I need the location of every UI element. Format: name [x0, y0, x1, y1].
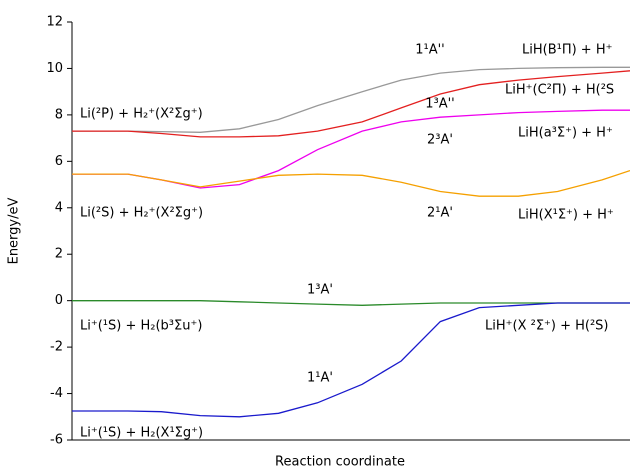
- state-label: 1³A'': [425, 97, 455, 112]
- asymptote-label: LiH⁺(C²Π) + H(²S: [505, 83, 614, 98]
- y-tick-label: 0: [55, 293, 63, 308]
- y-tick-label: 12: [46, 15, 63, 30]
- state-label: 2³A': [427, 133, 453, 148]
- asymptote-label: LiH(X¹Σ⁺) + H⁺: [518, 208, 614, 223]
- state-label: 1³A': [307, 283, 333, 298]
- series-line: [72, 66, 630, 133]
- series-line: [72, 300, 630, 306]
- asymptote-label: Li⁺(¹S) + H₂(X¹Σg⁺): [80, 426, 203, 441]
- y-tick-label: -4: [50, 386, 63, 401]
- y-tick-label: 4: [55, 200, 63, 215]
- state-label: 1¹A': [307, 371, 333, 386]
- y-tick-label: 8: [55, 107, 63, 122]
- series-line: [72, 109, 630, 189]
- asymptote-label: LiH⁺(X ²Σ⁺) + H(²S): [485, 319, 609, 334]
- state-label: 2¹A': [427, 206, 453, 221]
- state-label: 1¹A'': [415, 43, 445, 58]
- series-line: [72, 70, 630, 138]
- y-tick-label: -2: [50, 340, 63, 355]
- asymptote-label: Li⁺(¹S) + H₂(b³Σu⁺): [80, 319, 202, 334]
- asymptote-label: Li(²S) + H₂⁺(X²Σg⁺): [80, 206, 203, 221]
- y-tick-label: 10: [46, 61, 63, 76]
- asymptote-label: LiH(a³Σ⁺) + H⁺: [518, 126, 613, 141]
- y-tick-label: 2: [55, 247, 63, 262]
- y-tick-label: -6: [50, 433, 63, 448]
- asymptote-label: Li(²P) + H₂⁺(X²Σg⁺): [80, 107, 203, 122]
- series-line: [72, 302, 630, 418]
- y-axis-label: Energy/eV: [7, 198, 22, 265]
- x-axis-label: Reaction coordinate: [275, 455, 405, 470]
- asymptote-label: LiH(B¹Π) + H⁺: [522, 43, 612, 58]
- series-line: [72, 169, 630, 197]
- y-tick-label: 6: [55, 154, 63, 169]
